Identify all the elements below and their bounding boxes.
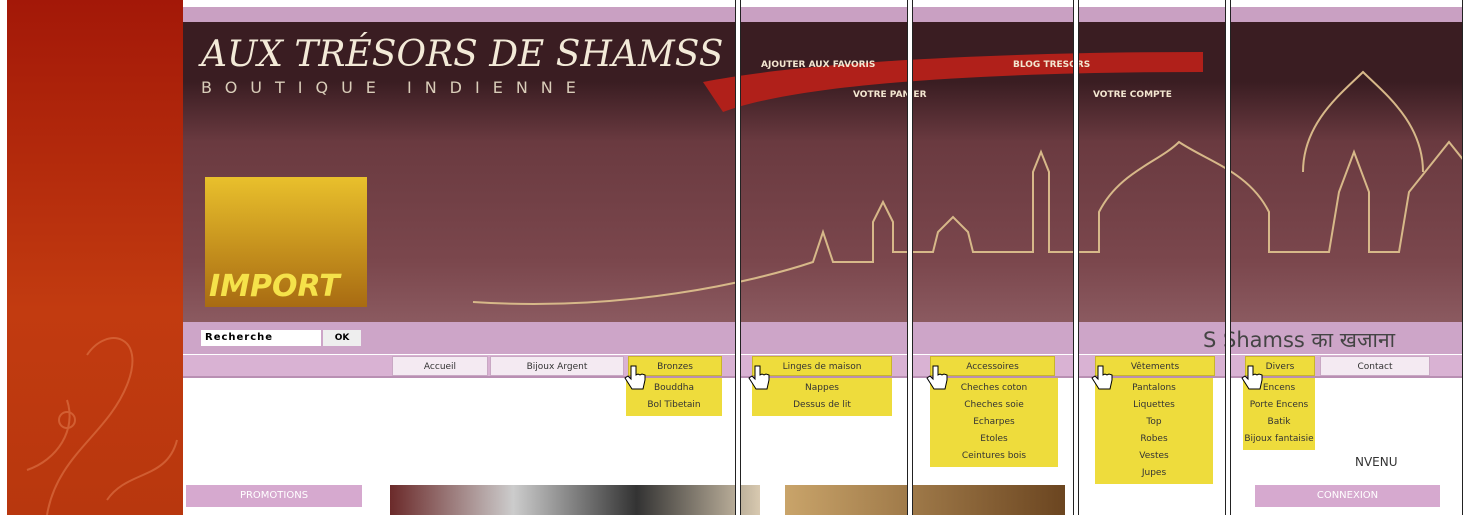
menu-item[interactable]: Bijoux Argent xyxy=(490,356,624,376)
menu-item[interactable]: Linges de maison xyxy=(752,356,892,376)
search-bar: Recherche OK S Shamss का खजाना xyxy=(183,322,1468,354)
tagline: S Shamss का खजाना xyxy=(1203,326,1395,354)
menu-item[interactable]: Accessoires xyxy=(930,356,1055,376)
dropdown-item[interactable]: Dessus de lit xyxy=(752,397,892,414)
hand-cursor xyxy=(1241,364,1263,390)
dropdown-item[interactable]: Batik xyxy=(1243,414,1315,431)
cursor xyxy=(624,364,646,390)
cursor xyxy=(926,364,948,390)
menu-item[interactable]: Contact xyxy=(1320,356,1430,376)
top-strip xyxy=(183,7,1468,22)
banner-label: IMPORT xyxy=(209,269,340,304)
menu-item[interactable]: Accueil xyxy=(392,356,488,376)
menu-item[interactable]: Vêtements xyxy=(1095,356,1215,376)
banner-image: IMPORT xyxy=(205,177,367,307)
hand-cursor xyxy=(748,364,770,390)
nav-link[interactable]: VOTRE PANIER xyxy=(853,90,927,100)
nav-link[interactable]: VOTRE COMPTE xyxy=(1093,90,1172,100)
dropdown-item[interactable]: Robes xyxy=(1095,431,1213,448)
promotions-button[interactable]: PROMOTIONS xyxy=(186,485,362,507)
dropdown-item[interactable]: Nappes xyxy=(752,380,892,397)
dropdown-item[interactable]: Jupes xyxy=(1095,465,1213,482)
dropdown-item[interactable]: Cheches coton xyxy=(930,380,1058,397)
welcome-text: NVENU xyxy=(1355,455,1398,469)
header: AUX TRÉSORS DE SHAMSS BOUTIQUE INDIENNE … xyxy=(183,22,1468,322)
dropdown-item[interactable]: Echarpes xyxy=(930,414,1058,431)
site-title: AUX TRÉSORS DE SHAMSS xyxy=(201,34,723,75)
floral xyxy=(7,0,183,515)
login-button[interactable]: CONNEXION xyxy=(1255,485,1440,507)
product-photo xyxy=(785,485,1065,515)
cursor xyxy=(748,364,770,390)
dropdown-item[interactable]: Bijoux fantaisie xyxy=(1243,431,1315,448)
cursor xyxy=(1091,364,1113,390)
dropdown-item[interactable]: Cheches soie xyxy=(930,397,1058,414)
cursor xyxy=(1241,364,1263,390)
panel-gap xyxy=(1073,0,1079,515)
hand-cursor xyxy=(1091,364,1113,390)
panel-gap xyxy=(735,0,741,515)
dropdown-item[interactable]: Vestes xyxy=(1095,448,1213,465)
sidebar xyxy=(0,0,183,515)
panel-gap xyxy=(907,0,913,515)
page: AUX TRÉSORS DE SHAMSS BOUTIQUE INDIENNE … xyxy=(0,0,1468,515)
nav-link[interactable]: AJOUTER AUX FAVORIS xyxy=(761,60,875,70)
panel-gap xyxy=(1462,0,1468,515)
hand-cursor xyxy=(624,364,646,390)
dropdown-item[interactable]: Etoles xyxy=(930,431,1058,448)
dropdown-item[interactable]: Bol Tibetain xyxy=(626,397,722,414)
panel-gap xyxy=(1225,0,1231,515)
search-button[interactable]: OK xyxy=(323,330,361,346)
site-subtitle: BOUTIQUE INDIENNE xyxy=(201,78,589,97)
dropdown-item[interactable]: Top xyxy=(1095,414,1213,431)
dropdown-item[interactable]: Porte Encens xyxy=(1243,397,1315,414)
search-input[interactable]: Recherche xyxy=(201,330,321,346)
product-photo xyxy=(390,485,760,515)
hand-cursor xyxy=(926,364,948,390)
dropdown-item[interactable]: Ceintures bois xyxy=(930,448,1058,465)
dropdown-item[interactable]: Liquettes xyxy=(1095,397,1213,414)
